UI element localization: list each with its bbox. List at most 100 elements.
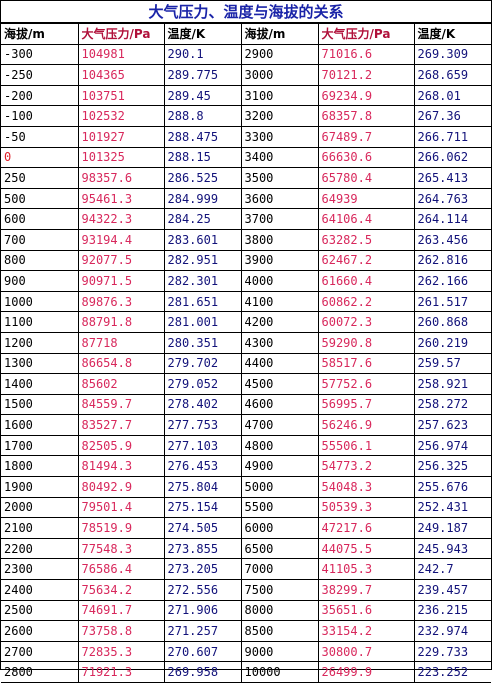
table-row: 900 90971.5 282.301 4000 61660.4 262.166 — [1, 270, 491, 292]
temperature-right-cell: 268.01 — [413, 84, 491, 107]
table-row: 2000 79501.4 275.154 5500 50539.3 252.431 — [1, 496, 491, 519]
temperature-left-cell: 279.052 — [163, 373, 242, 395]
pressure-left-cell: 104981 — [77, 43, 165, 66]
altitude-right-cell: 5000 — [240, 476, 319, 498]
altitude-right-cell: 4600 — [240, 393, 319, 416]
altitude-right-cell: 4200 — [240, 311, 319, 333]
temperature-right-cell: 242.7 — [413, 558, 491, 581]
altitude-left-cell: -50 — [1, 125, 79, 148]
pressure-left-cell: 104365 — [77, 64, 165, 86]
pressure-left-cell: 94322.3 — [77, 208, 165, 230]
pressure-right-cell: 66630.6 — [317, 146, 415, 169]
altitude-pressure-temperature-table: 海拔/m 大气压力/Pa 温度/K 海拔/m 大气压力/Pa 温度/K -300… — [1, 23, 491, 683]
altitude-left-cell: 2100 — [1, 517, 79, 539]
table-title: 大气压力、温度与海拔的关系 — [1, 1, 491, 23]
altitude-left-cell: -250 — [1, 64, 79, 86]
table-row: -250 104365 289.775 3000 70121.2 268.659 — [1, 64, 491, 86]
pressure-left-cell: 93194.4 — [77, 228, 165, 251]
header-temperature-left: 温度/K — [163, 23, 242, 45]
pressure-left-cell: 82505.9 — [77, 434, 165, 457]
pressure-right-cell: 68357.8 — [317, 105, 415, 127]
pressure-left-cell: 101927 — [77, 125, 165, 148]
table-row: 1200 87718 280.351 4300 59290.8 260.219 — [1, 331, 491, 354]
table-row: 800 92077.5 282.951 3900 62467.2 262.816 — [1, 249, 491, 272]
altitude-right-cell: 2900 — [240, 43, 319, 66]
table-row: 500 95461.3 284.999 3600 64939 264.763 — [1, 187, 491, 210]
temperature-left-cell: 290.1 — [163, 43, 242, 66]
temperature-left-cell: 277.103 — [163, 434, 242, 457]
altitude-right-cell: 5500 — [240, 496, 319, 519]
temperature-left-cell: 282.301 — [163, 270, 242, 292]
temperature-left-cell: 289.45 — [163, 84, 242, 107]
temperature-left-cell: 275.804 — [163, 476, 242, 498]
altitude-right-cell: 3600 — [240, 187, 319, 210]
table-row: 1400 85602 279.052 4500 57752.6 258.921 — [1, 373, 491, 395]
pressure-right-cell: 70121.2 — [317, 64, 415, 86]
table-row: 1900 80492.9 275.804 5000 54048.3 255.676 — [1, 476, 491, 498]
pressure-right-cell: 71016.6 — [317, 43, 415, 66]
temperature-right-cell: 266.711 — [413, 125, 491, 148]
table-row: -50 101927 288.475 3300 67489.7 266.711 — [1, 125, 491, 148]
pressure-right-cell: 69234.9 — [317, 84, 415, 107]
pressure-right-cell: 56246.9 — [317, 414, 415, 436]
pressure-left-cell: 75634.2 — [77, 579, 165, 601]
temperature-right-cell: 264.763 — [413, 187, 491, 210]
temperature-right-cell: 257.623 — [413, 414, 491, 436]
pressure-left-cell: 81494.3 — [77, 455, 165, 478]
temperature-right-cell: 236.215 — [413, 599, 491, 622]
table-row: -100 102532 288.8 3200 68357.8 267.36 — [1, 105, 491, 127]
pressure-left-cell: 76586.4 — [77, 558, 165, 581]
temperature-left-cell: 281.001 — [163, 311, 242, 333]
pressure-right-cell: 60072.3 — [317, 311, 415, 333]
altitude-left-cell: 600 — [1, 208, 79, 230]
altitude-left-cell: 2500 — [1, 599, 79, 622]
pressure-left-cell: 72835.3 — [77, 640, 165, 663]
temperature-left-cell: 284.999 — [163, 187, 242, 210]
header-pressure-right: 大气压力/Pa — [317, 23, 415, 45]
pressure-left-cell: 79501.4 — [77, 496, 165, 519]
temperature-right-cell: 265.413 — [413, 167, 491, 189]
altitude-left-cell: 1200 — [1, 331, 79, 354]
pressure-left-cell: 74691.7 — [77, 599, 165, 622]
altitude-right-cell: 3800 — [240, 228, 319, 251]
temperature-left-cell: 284.25 — [163, 208, 242, 230]
temperature-right-cell: 260.868 — [413, 311, 491, 333]
table-row: 2700 72835.3 270.607 9000 30800.7 229.733 — [1, 640, 491, 663]
altitude-right-cell: 3200 — [240, 105, 319, 127]
table-row: 1500 84559.7 278.402 4600 56995.7 258.272 — [1, 393, 491, 416]
pressure-right-cell: 50539.3 — [317, 496, 415, 519]
pressure-right-cell: 65780.4 — [317, 167, 415, 189]
temperature-right-cell: 252.431 — [413, 496, 491, 519]
temperature-left-cell: 272.556 — [163, 579, 242, 601]
pressure-left-cell: 83527.7 — [77, 414, 165, 436]
pressure-right-cell: 44075.5 — [317, 537, 415, 560]
altitude-left-cell: -100 — [1, 105, 79, 127]
table-row: 2100 78519.9 274.505 6000 47217.6 249.187 — [1, 517, 491, 539]
temperature-right-cell: 260.219 — [413, 331, 491, 354]
temperature-right-cell: 258.921 — [413, 373, 491, 395]
altitude-left-cell: 800 — [1, 249, 79, 272]
temperature-right-cell: 239.457 — [413, 579, 491, 601]
temperature-right-cell: 223.252 — [413, 661, 491, 683]
pressure-right-cell: 38299.7 — [317, 579, 415, 601]
temperature-left-cell: 281.651 — [163, 290, 242, 313]
table-row: 600 94322.3 284.25 3700 64106.4 264.114 — [1, 208, 491, 230]
temperature-right-cell: 259.57 — [413, 352, 491, 375]
altitude-right-cell: 3000 — [240, 64, 319, 86]
pressure-left-cell: 89876.3 — [77, 290, 165, 313]
temperature-left-cell: 279.702 — [163, 352, 242, 375]
table-row: 1000 89876.3 281.651 4100 60862.2 261.517 — [1, 290, 491, 313]
pressure-left-cell: 84559.7 — [77, 393, 165, 416]
header-temperature-right: 温度/K — [413, 23, 491, 45]
altitude-right-cell: 8500 — [240, 620, 319, 642]
altitude-left-cell: 2000 — [1, 496, 79, 519]
altitude-right-cell: 3900 — [240, 249, 319, 272]
table-row: 1700 82505.9 277.103 4800 55506.1 256.974 — [1, 434, 491, 457]
temperature-left-cell: 280.351 — [163, 331, 242, 354]
pressure-left-cell: 78519.9 — [77, 517, 165, 539]
pressure-right-cell: 59290.8 — [317, 331, 415, 354]
temperature-right-cell: 266.062 — [413, 146, 491, 169]
pressure-right-cell: 67489.7 — [317, 125, 415, 148]
header-altitude-left: 海拔/m — [1, 23, 79, 45]
altitude-left-cell: 2800 — [1, 661, 79, 683]
